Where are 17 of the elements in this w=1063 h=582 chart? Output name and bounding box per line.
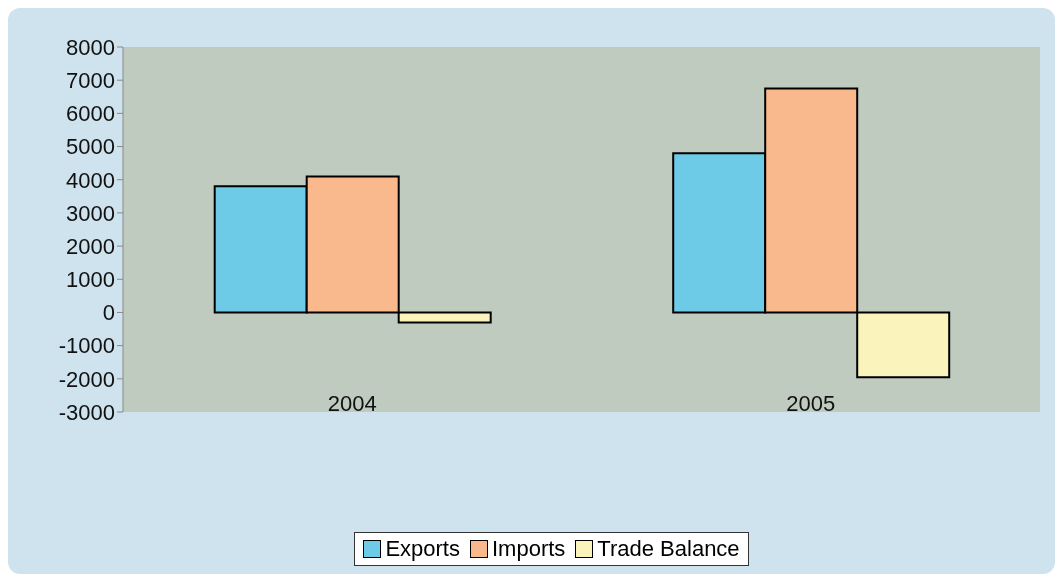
y-tick-label: 5000 bbox=[66, 134, 115, 160]
y-tick-label: 2000 bbox=[66, 233, 115, 259]
y-tick-label: 7000 bbox=[66, 67, 115, 93]
y-tick-label: 1000 bbox=[66, 267, 115, 293]
legend-label: Trade Balance bbox=[596, 536, 740, 562]
y-tick-label: 0 bbox=[102, 300, 115, 326]
y-tick-label: 6000 bbox=[66, 101, 115, 127]
y-tick-label: -1000 bbox=[58, 333, 115, 359]
y-tick-label: 8000 bbox=[66, 34, 115, 60]
x-tick-label: 2004 bbox=[327, 391, 377, 416]
legend-label: Exports bbox=[384, 536, 460, 562]
y-tick-label: 4000 bbox=[66, 167, 115, 193]
y-tick-label: 3000 bbox=[66, 200, 115, 226]
x-tick-label: 2005 bbox=[786, 391, 836, 416]
y-tick-label: -3000 bbox=[58, 399, 115, 425]
legend-label: Imports bbox=[490, 536, 566, 562]
y-tick-label: -2000 bbox=[58, 366, 115, 392]
